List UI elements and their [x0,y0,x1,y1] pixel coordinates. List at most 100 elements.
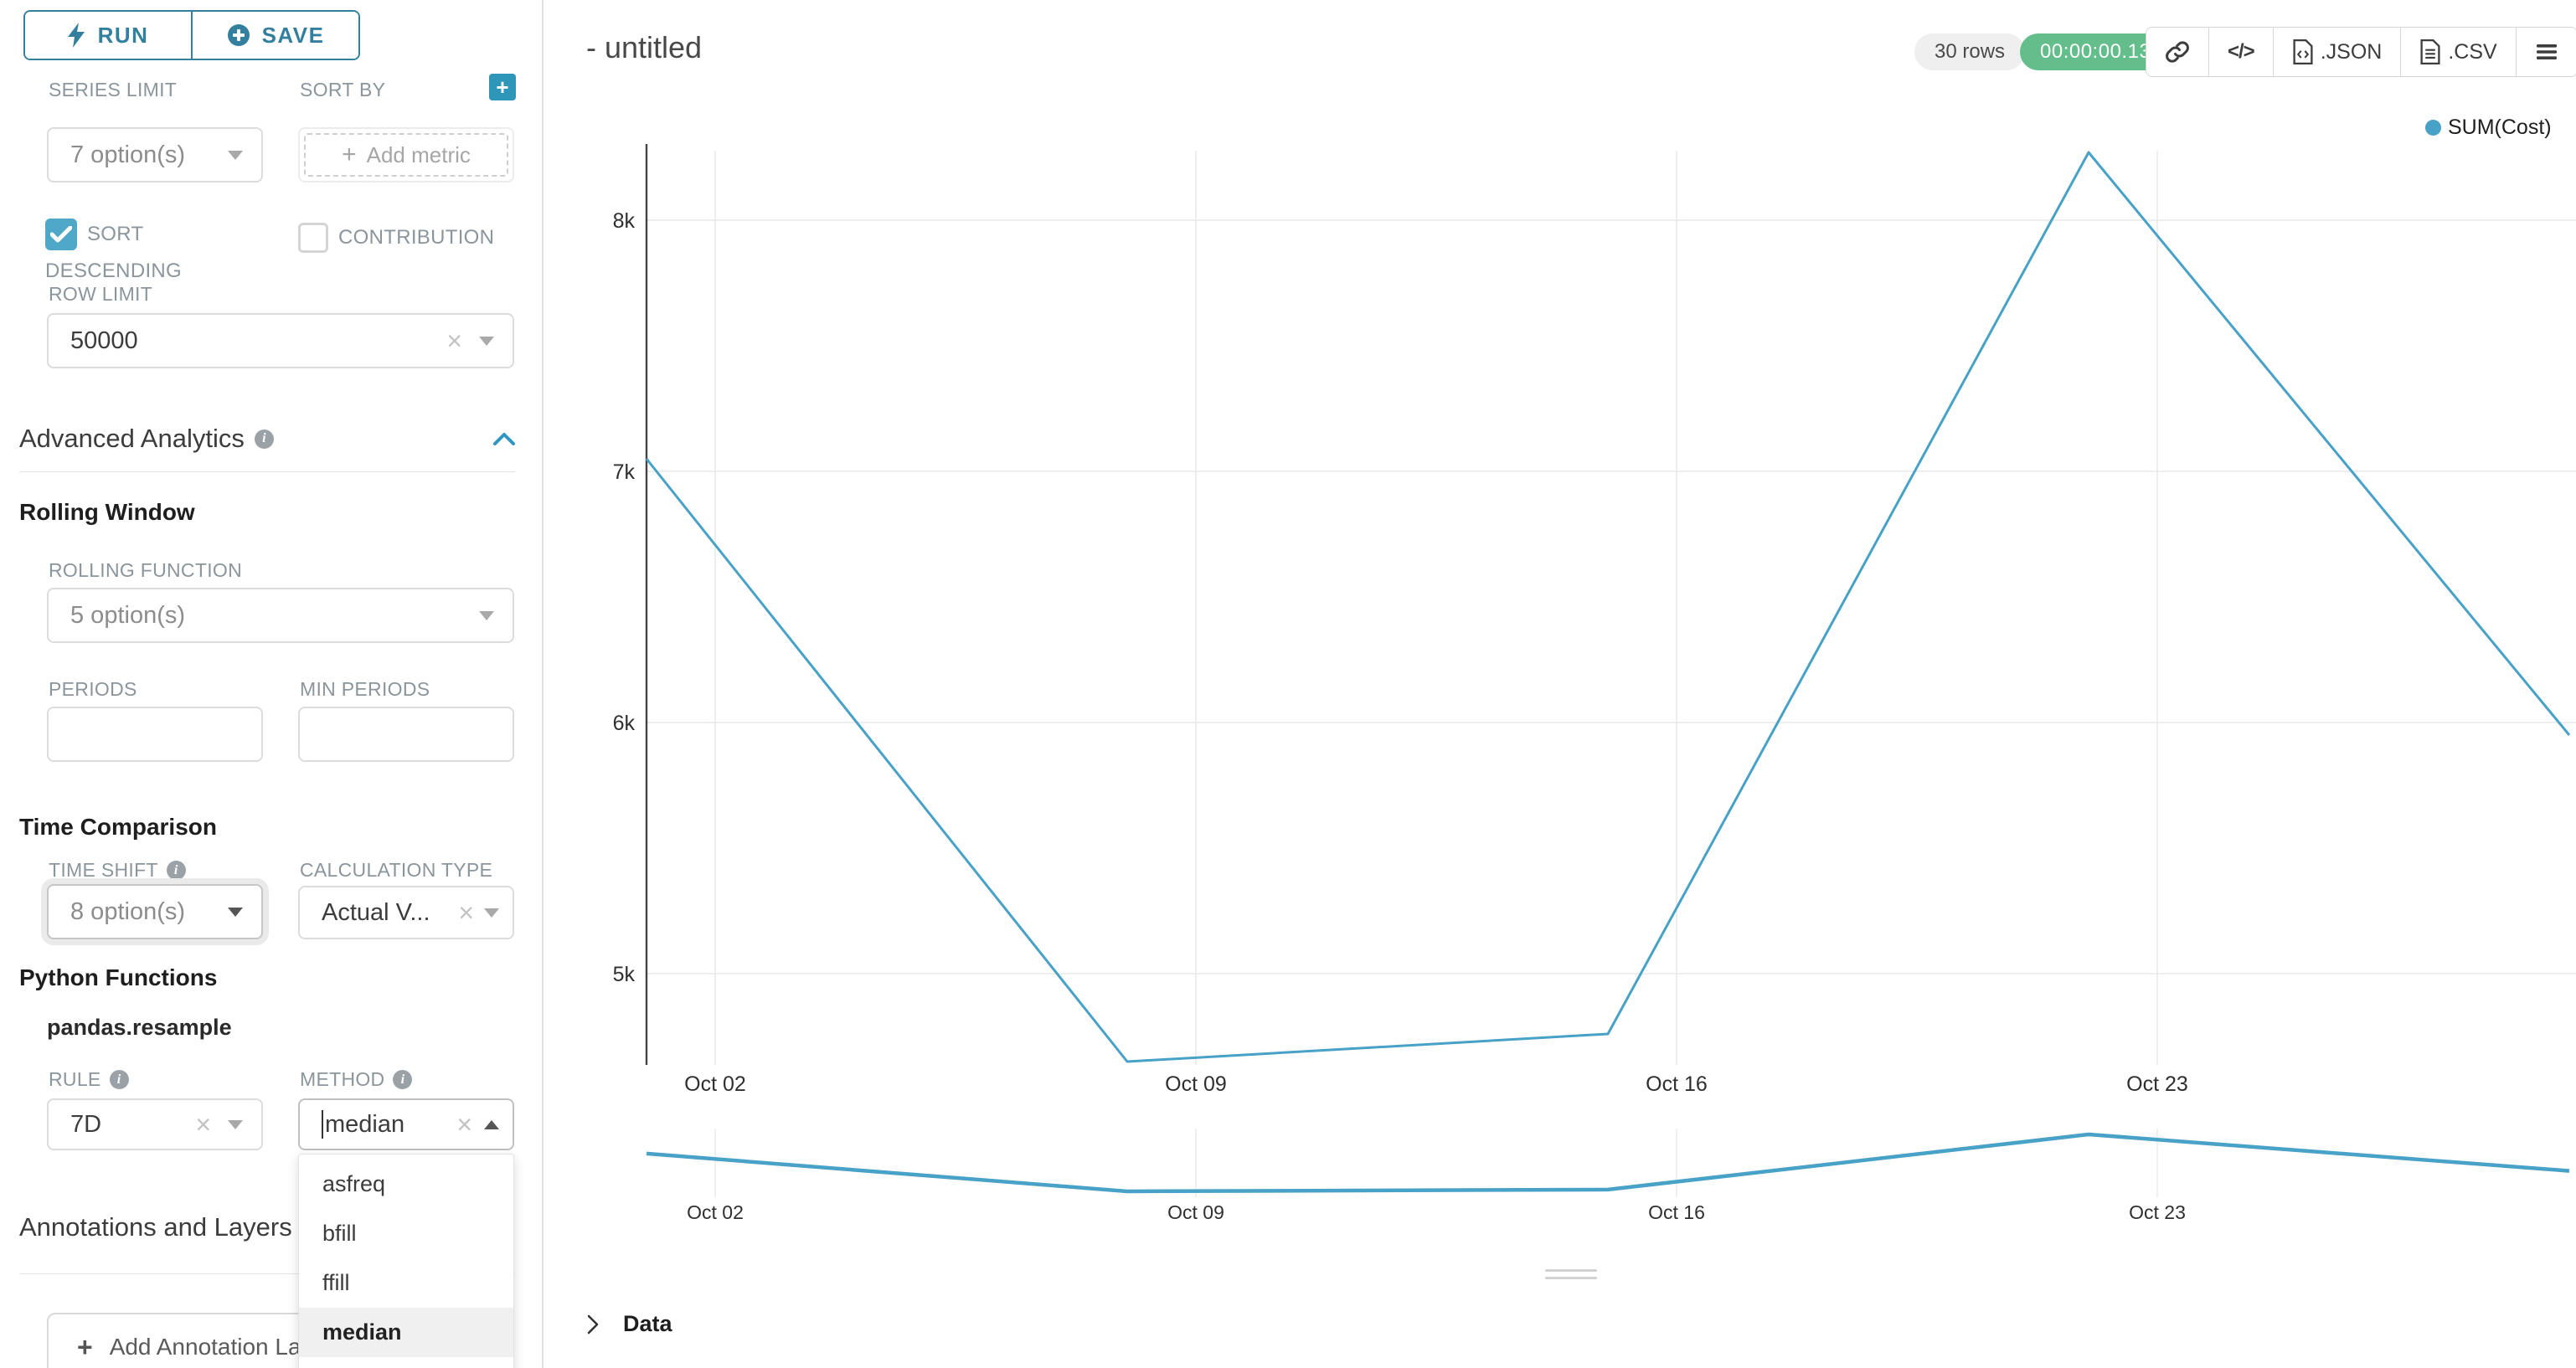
export-csv-label: .CSV [2448,39,2497,64]
view-query-button[interactable]: </> [2208,28,2273,76]
contribution-control[interactable]: CONTRIBUTION [298,219,533,256]
add-metric-button[interactable]: + Add metric [304,133,508,177]
add-metric-plus-button[interactable]: + [489,74,516,100]
panel-resize-handle[interactable] [1545,1269,1597,1284]
pandas-resample-title: pandas.resample [47,1015,232,1040]
python-functions-title: Python Functions [19,964,218,990]
svg-text:8k: 8k [613,209,636,233]
legend-series-label: SUM(Cost) [2448,116,2552,139]
svg-text:Oct 23: Oct 23 [2126,1072,2188,1096]
rolling-function-select[interactable]: 5 option(s) [47,588,514,643]
svg-text:5k: 5k [613,963,636,986]
rule-label: RULE i [49,1068,129,1091]
plus-icon: + [77,1331,93,1362]
add-annotation-layer-label: Add Annotation Layer [109,1334,334,1360]
chevron-up-icon [484,1119,499,1129]
row-count-badge: 30 rows [1914,33,2026,70]
chart-menu-button[interactable] [2515,28,2576,76]
min-periods-label: MIN PERIODS [300,678,430,700]
sort-descending-checkbox[interactable] [45,219,77,250]
clear-icon[interactable]: × [458,897,474,928]
series-limit-select[interactable]: 7 option(s) [47,127,263,183]
clear-icon[interactable]: × [456,1109,472,1139]
row-limit-select[interactable]: 50000 × [47,313,514,368]
rule-select[interactable]: 7D × [47,1098,263,1150]
sort-descending-control[interactable]: SORT DESCENDING [45,216,229,290]
code-icon: </> [2228,40,2255,63]
time-range-preview-chart[interactable]: Oct 02 Oct 09 Oct 16 Oct 23 [543,1122,2576,1232]
svg-text:Oct 23: Oct 23 [2129,1201,2186,1223]
export-json-label: .JSON [2320,39,2383,64]
link-icon [2166,41,2189,63]
svg-text:Oct 16: Oct 16 [1646,1072,1708,1096]
section-divider [19,471,515,472]
svg-text:Oct 16: Oct 16 [1648,1201,1705,1223]
rolling-window-title: Rolling Window [19,499,195,525]
calculation-type-value: Actual V... [322,898,430,926]
info-icon[interactable]: i [393,1070,413,1089]
calculation-type-select[interactable]: Actual V... × [298,886,514,939]
chevron-up-icon[interactable] [493,432,515,445]
add-metric-label: Add metric [366,141,471,167]
periods-input[interactable] [47,707,263,762]
svg-text:Oct 09: Oct 09 [1167,1201,1224,1223]
info-icon[interactable]: i [109,1070,129,1089]
svg-text:Oct 09: Oct 09 [1165,1072,1227,1096]
sort-by-field: + Add metric [298,127,514,183]
file-text-icon [2420,39,2440,64]
handle-bar [1545,1277,1597,1279]
rule-label-text: RULE [49,1068,101,1090]
chevron-down-icon [479,336,494,346]
series-limit-label: SERIES LIMIT [49,79,178,100]
method-value: median [325,1110,405,1138]
time-comparison-title: Time Comparison [19,814,217,840]
control-panel: RUN SAVE SERIES LIMIT SORT BY + 7 option… [0,0,543,1368]
contribution-checkbox[interactable] [298,223,328,253]
run-button[interactable]: RUN [25,12,191,59]
check-icon [50,226,72,243]
method-option-median[interactable]: median [299,1308,513,1357]
chevron-down-icon [228,1119,243,1129]
text-cursor [322,1110,323,1139]
handle-bar [1545,1269,1597,1272]
method-option-asfreq[interactable]: asfreq [322,1171,386,1196]
method-option-ffill[interactable]: ffill [322,1270,350,1295]
min-periods-input[interactable] [298,707,514,762]
info-icon[interactable]: i [166,861,186,880]
chevron-right-icon [586,1314,600,1335]
sort-by-label: SORT BY [300,79,386,100]
clear-icon[interactable]: × [446,326,462,356]
plus-icon: + [342,141,357,168]
save-button-label: SAVE [261,22,325,48]
method-label-text: METHOD [300,1068,385,1090]
time-shift-select[interactable]: 8 option(s) [47,884,263,939]
export-json-button[interactable]: .JSON [2272,28,2401,76]
method-option-bfill[interactable]: bfill [322,1221,357,1246]
chevron-down-icon [228,907,243,917]
export-toolbar: </> .JSON .CSV [2146,27,2576,77]
export-csv-button[interactable]: .CSV [2400,28,2516,76]
row-limit-label: ROW LIMIT [49,283,153,305]
method-dropdown-list: asfreq bfill ffill median [298,1154,514,1368]
method-combobox[interactable]: median × [298,1098,514,1150]
advanced-analytics-header[interactable]: Advanced Analytics i [19,424,515,454]
chevron-down-icon [228,150,243,160]
section-divider [19,1273,515,1274]
copy-link-button[interactable] [2146,28,2208,76]
info-icon[interactable]: i [254,429,274,449]
run-button-label: RUN [97,22,149,48]
file-code-icon [2293,39,2313,64]
series-limit-value: 7 option(s) [70,141,186,168]
chevron-down-icon [479,610,494,620]
method-label: METHOD i [300,1068,413,1091]
timeseries-line-chart: 5k 6k 7k 8k Oct 02 Oct 09 Oct 16 Oct 23 [613,144,2576,1096]
svg-text:Oct 02: Oct 02 [684,1072,746,1096]
save-button[interactable]: SAVE [191,12,358,59]
chart-legend[interactable]: SUM(Cost) [2425,116,2552,140]
annotations-layers-title: Annotations and Layers [19,1212,292,1242]
data-panel-header[interactable]: Data [586,1311,672,1337]
clear-icon[interactable]: × [195,1109,211,1139]
row-limit-value: 50000 [70,327,138,354]
chart-title: - untitled [586,30,703,64]
